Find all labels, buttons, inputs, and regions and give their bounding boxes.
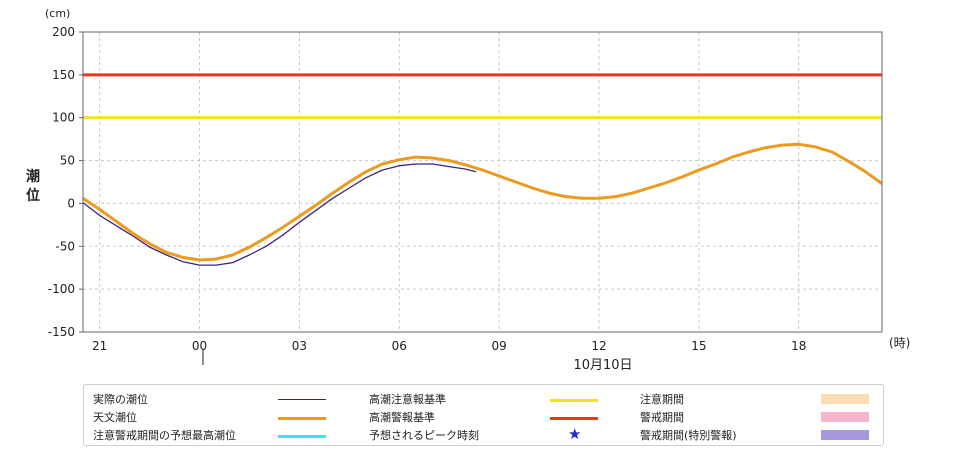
y-unit-label: (cm) xyxy=(45,7,70,20)
x-tick-label: 15 xyxy=(691,339,706,353)
legend-line-swatch xyxy=(278,435,326,438)
y-axis-ticks: 200 150 100 50 0 -50 -100 -150 xyxy=(48,25,83,339)
legend-label: 注意警戒期間の予想最高潮位 xyxy=(93,429,236,442)
y-tick-label: 50 xyxy=(60,154,75,168)
x-tick-label: 03 xyxy=(292,339,307,353)
series-lines xyxy=(82,142,883,266)
legend-label: 天文潮位 xyxy=(93,411,137,424)
grid xyxy=(83,32,882,332)
x-tick-label: 12 xyxy=(591,339,606,353)
y-tick-label: 0 xyxy=(67,196,75,210)
threshold-lines xyxy=(83,73,882,120)
y-tick-label: 100 xyxy=(52,111,75,125)
legend-label: 予想されるピーク時刻 xyxy=(369,429,479,442)
tide-chart: (cm) 潮 位 200 150 100 50 0 -50 -100 -150 21 00 03 0… xyxy=(26,7,910,373)
x-tick-label: 21 xyxy=(92,339,107,353)
legend-label: 注意期間 xyxy=(640,393,684,406)
x-tick-label: 09 xyxy=(492,339,507,353)
legend-line-swatch xyxy=(550,417,598,420)
legend-label: 警戒期間(特別警報) xyxy=(640,429,737,442)
y-tick-label: -50 xyxy=(55,239,75,253)
y-tick-label: -100 xyxy=(48,282,75,296)
legend-box-swatch xyxy=(821,412,869,422)
legend-box-swatch xyxy=(821,430,869,440)
x-axis-ticks: 21 00 03 06 09 12 15 18 xyxy=(92,339,806,353)
legend-label: 実際の潮位 xyxy=(93,393,148,406)
y-axis-label-1: 潮 xyxy=(26,168,40,185)
legend-label: 高潮注意報基準 xyxy=(369,393,446,406)
legend-line-swatch xyxy=(278,399,326,400)
plot-frame xyxy=(82,31,883,333)
legend: 実際の潮位天文潮位注意警戒期間の予想最高潮位 高潮注意報基準 高潮警報基準予想される… xyxy=(83,384,884,446)
x-tick-label: 00 xyxy=(192,339,207,353)
legend-label: 高潮警報基準 xyxy=(369,411,435,424)
y-axis-label-2: 位 xyxy=(26,187,40,204)
y-tick-label: 150 xyxy=(52,68,75,82)
x-tick-label: 18 xyxy=(791,339,806,353)
observed-tide-line xyxy=(82,163,476,266)
legend-box-swatch xyxy=(821,394,869,404)
legend-label: 警戒期間 xyxy=(640,411,684,424)
y-tick-label: 200 xyxy=(52,25,75,39)
x-unit-label: (時) xyxy=(889,336,910,350)
date-label: 10月10日 xyxy=(573,358,632,373)
x-tick-label: 06 xyxy=(392,339,407,353)
legend-line-swatch xyxy=(278,417,326,420)
astronomical-tide-line xyxy=(82,142,883,262)
star-icon: ★ xyxy=(568,425,582,443)
legend-line-swatch xyxy=(550,399,598,402)
y-tick-label: -150 xyxy=(48,325,75,339)
